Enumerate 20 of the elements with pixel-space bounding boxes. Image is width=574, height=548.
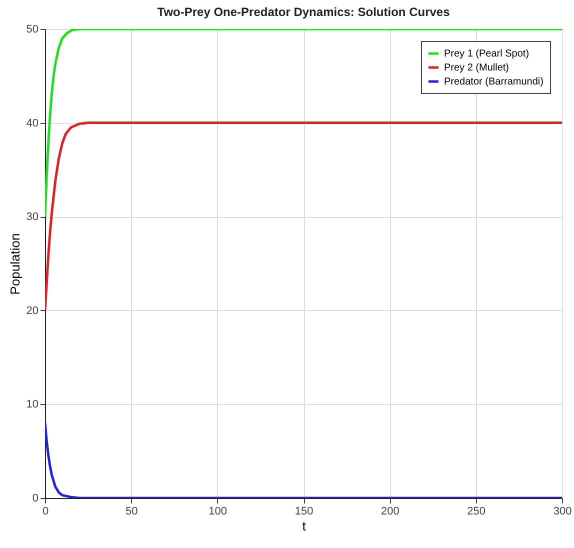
- x-tick-label: 150: [294, 506, 314, 518]
- legend-label: Predator (Barramundi): [444, 76, 544, 88]
- x-tick-label: 300: [553, 506, 572, 518]
- y-tick-label: 40: [26, 117, 38, 130]
- y-tick-label: 20: [26, 304, 38, 317]
- x-tick-label: 200: [380, 506, 400, 518]
- line-series: [45, 122, 562, 312]
- y-tick-label: 30: [26, 211, 38, 224]
- x-tick-label: 0: [42, 506, 49, 518]
- y-tick-label: 50: [26, 24, 38, 36]
- x-tick-label: 100: [208, 506, 228, 518]
- x-tick-label: 50: [126, 506, 138, 518]
- chart-title: Two-Prey One-Predator Dynamics: Solution Curves: [157, 5, 450, 19]
- x-tick-label: 250: [467, 506, 486, 518]
- y-axis-title: Population: [7, 233, 22, 295]
- y-tick-label: 10: [26, 398, 38, 411]
- legend-label: Prey 2 (Mullet): [444, 62, 510, 74]
- y-tick-label: 0: [32, 492, 38, 504]
- legend-label: Prey 1 (Pearl Spot): [444, 48, 530, 60]
- x-axis-title: t: [302, 518, 306, 534]
